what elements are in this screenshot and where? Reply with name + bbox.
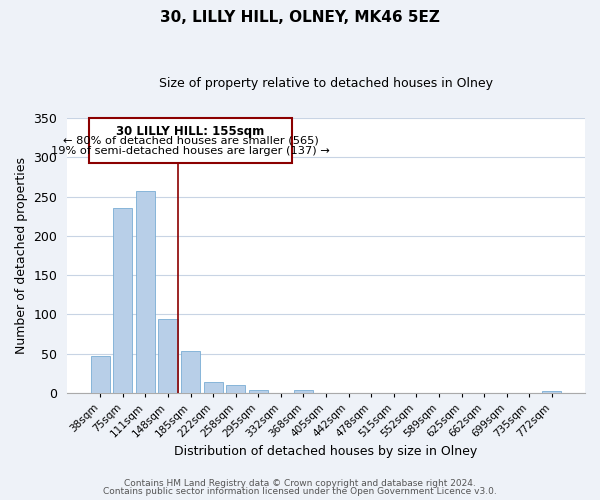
Text: 30, LILLY HILL, OLNEY, MK46 5EZ: 30, LILLY HILL, OLNEY, MK46 5EZ — [160, 10, 440, 25]
Bar — [158, 319, 178, 393]
Bar — [91, 356, 110, 393]
Title: Size of property relative to detached houses in Olney: Size of property relative to detached ho… — [159, 78, 493, 90]
Bar — [249, 390, 268, 393]
Bar — [542, 392, 562, 393]
Bar — [89, 118, 292, 163]
Text: 30 LILLY HILL: 155sqm: 30 LILLY HILL: 155sqm — [116, 125, 265, 138]
X-axis label: Distribution of detached houses by size in Olney: Distribution of detached houses by size … — [175, 444, 478, 458]
Bar — [181, 350, 200, 393]
Bar — [203, 382, 223, 393]
Y-axis label: Number of detached properties: Number of detached properties — [15, 157, 28, 354]
Text: ← 80% of detached houses are smaller (565): ← 80% of detached houses are smaller (56… — [63, 136, 319, 145]
Bar — [294, 390, 313, 393]
Bar — [113, 208, 133, 393]
Bar — [226, 385, 245, 393]
Text: 19% of semi-detached houses are larger (137) →: 19% of semi-detached houses are larger (… — [51, 146, 330, 156]
Text: Contains HM Land Registry data © Crown copyright and database right 2024.: Contains HM Land Registry data © Crown c… — [124, 478, 476, 488]
Bar — [136, 191, 155, 393]
Text: Contains public sector information licensed under the Open Government Licence v3: Contains public sector information licen… — [103, 487, 497, 496]
